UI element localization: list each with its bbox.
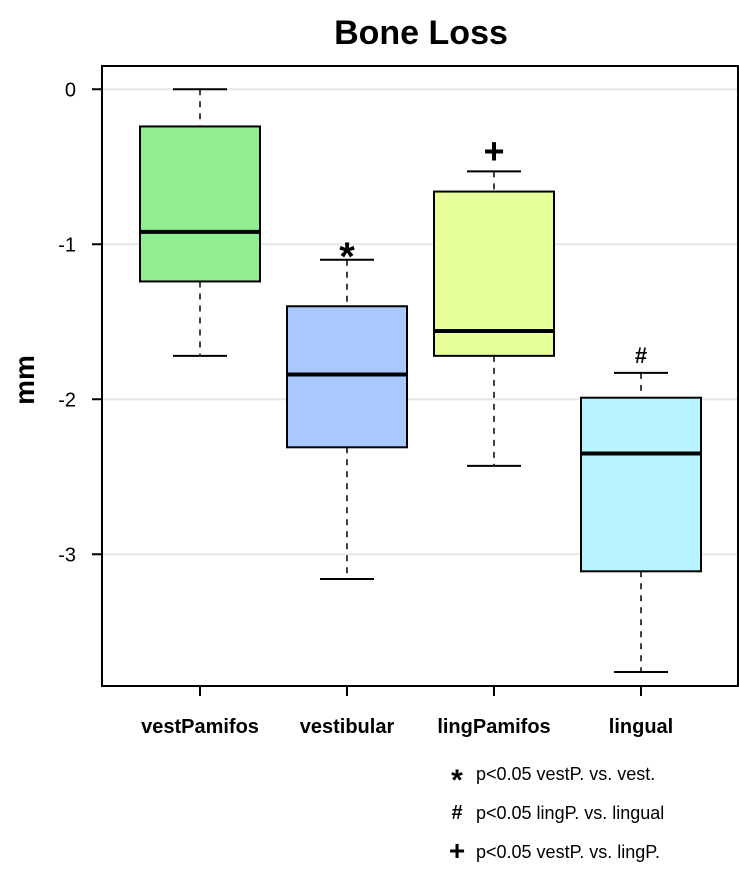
significance-marker: +: [483, 130, 504, 171]
legend-symbol: #: [451, 802, 462, 824]
y-axis-label: mm: [9, 355, 40, 405]
boxplot-series: * + #: [139, 88, 702, 674]
significance-marker: *: [339, 235, 355, 279]
y-tick-label: -1: [58, 234, 76, 256]
legend-entry: p<0.05 vestP. vs. lingP.: [476, 842, 660, 862]
x-tick-label: lingPamifos: [437, 716, 550, 738]
legend: * p<0.05 vestP. vs. vest. # p<0.05 lingP. v…: [449, 764, 664, 866]
box-body: [433, 190, 555, 357]
chart-title: Bone Loss: [334, 14, 508, 52]
box-body: [580, 396, 702, 573]
x-tick-label: vestibular: [300, 716, 395, 738]
box-lingual: #: [580, 343, 702, 674]
x-tick-label: vestPamifos: [141, 716, 259, 738]
y-axis: 0 -1 -2 -3: [58, 79, 102, 566]
box-lingPamifos: +: [433, 130, 555, 467]
x-tick-label: lingual: [609, 716, 673, 738]
legend-symbol: *: [451, 764, 463, 797]
box-vestPamifos: [139, 88, 261, 357]
legend-entry: p<0.05 vestP. vs. vest.: [476, 764, 655, 784]
x-axis: vestPamifos vestibular lingPamifos lingual: [141, 686, 673, 738]
box-body: [139, 125, 261, 283]
y-tick-label: 0: [65, 79, 76, 101]
legend-symbol: +: [449, 835, 465, 866]
box-vestibular: *: [286, 235, 408, 581]
y-tick-label: -3: [58, 544, 76, 566]
legend-entry: p<0.05 lingP. vs. lingual: [476, 803, 664, 823]
significance-marker: #: [635, 343, 647, 368]
box-body: [286, 305, 408, 449]
plot-area-frame: [101, 65, 739, 687]
y-tick-label: -2: [58, 389, 76, 411]
